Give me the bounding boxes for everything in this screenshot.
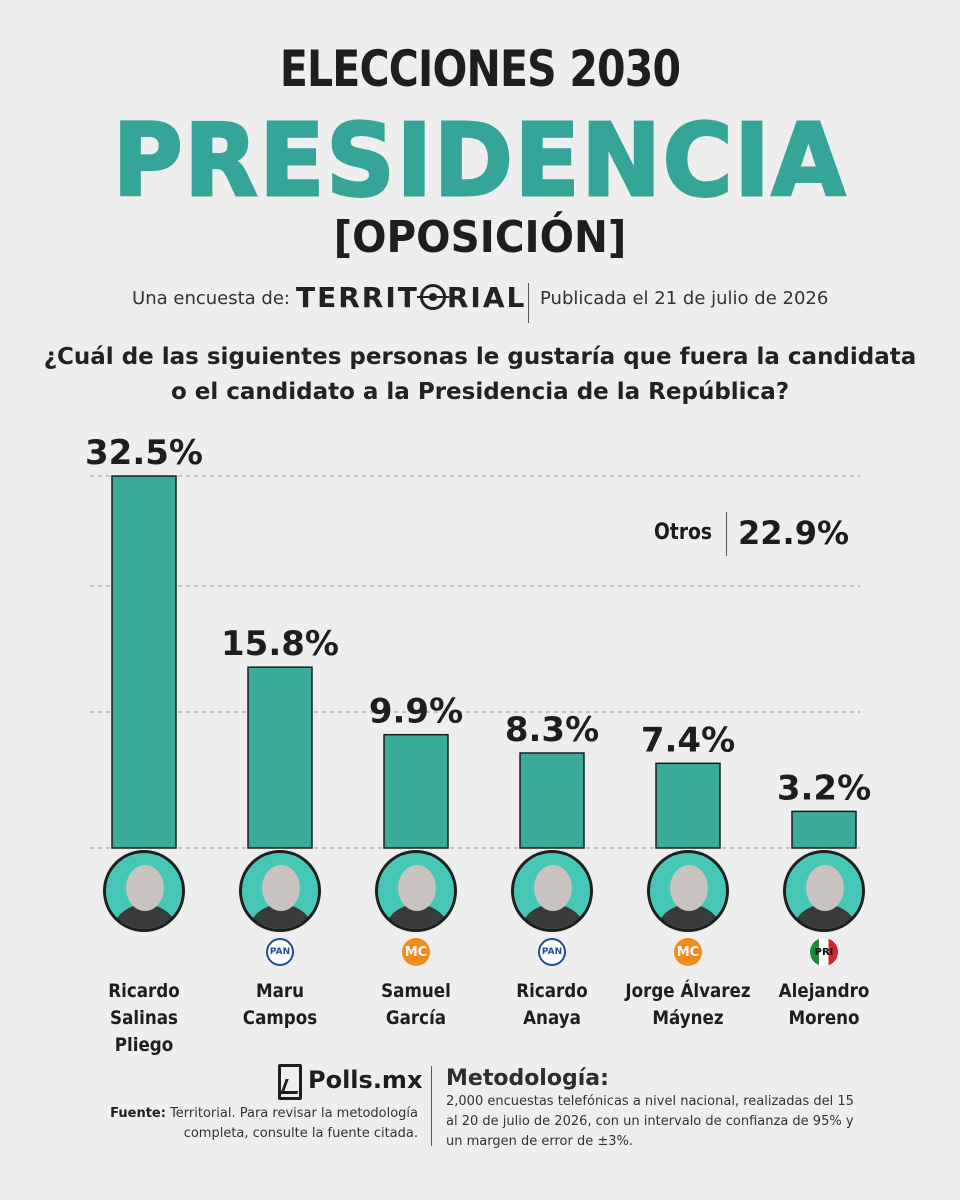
candidate-name-line-2: Anaya <box>523 1007 581 1029</box>
party-badge-pan: PAN <box>538 938 566 966</box>
bar <box>791 810 857 849</box>
source-note: Fuente: Territorial. Para revisar la met… <box>96 1104 418 1144</box>
source-label: Fuente: <box>110 1106 166 1121</box>
value-label: 3.2% <box>777 768 871 808</box>
methodology-title: Metodología: <box>446 1066 609 1091</box>
brand-left: TERRIT <box>296 281 419 314</box>
candidate-avatar <box>783 850 865 932</box>
footer-divider <box>431 1066 432 1146</box>
others-label: Otros <box>654 520 713 545</box>
person-head-icon <box>534 865 572 911</box>
candidate-name-line-2: Moreno <box>788 1007 860 1029</box>
question-line-1: ¿Cuál de las siguientes personas le gust… <box>43 344 917 370</box>
source-text: Territorial. Para revisar la metodología… <box>170 1106 418 1141</box>
target-icon <box>416 284 449 310</box>
candidate-name: Alejandro Moreno <box>744 978 904 1032</box>
party-badge-mc: MC <box>674 938 702 966</box>
bar <box>247 666 313 849</box>
question-line-2: o el candidato a la Presidencia de la Re… <box>170 379 790 405</box>
value-labels: 32.5% 15.8% 9.9% 8.3% 7.4% 3.2% <box>85 433 871 808</box>
candidate-avatar <box>647 850 729 932</box>
candidate-name-line-2: Máynez <box>652 1007 724 1029</box>
byline: Una encuesta de: TERRIT RIAL Publicada el… <box>0 281 960 323</box>
candidate-name-line-1: Samuel <box>381 980 451 1002</box>
party-badge-pri: PRI <box>810 938 838 966</box>
gridlines <box>90 475 860 849</box>
bar <box>383 733 449 849</box>
candidate-avatar <box>103 850 185 932</box>
logo-text: Polls.mx <box>308 1066 423 1094</box>
bar <box>111 475 177 849</box>
candidate-name: Maru Campos <box>200 978 360 1032</box>
value-label: 32.5% <box>85 433 203 473</box>
title-top: ELECCIONES 2030 <box>279 40 681 98</box>
candidate-name-line-2: Campos <box>242 1007 318 1029</box>
candidate-avatar <box>375 850 457 932</box>
candidate-name-line-1: Ricardo Salinas <box>108 980 180 1029</box>
party-badge-mc: MC <box>402 938 430 966</box>
page-subtitle: [OPOSICIÓN] <box>333 212 627 263</box>
person-head-icon <box>398 865 436 911</box>
bar <box>519 752 585 849</box>
others-value: 22.9% <box>738 514 850 552</box>
bar <box>655 762 721 849</box>
brand-logo: TERRIT RIAL <box>296 281 526 314</box>
candidate-name-line-1: Maru <box>255 980 305 1002</box>
person-head-icon <box>126 865 164 911</box>
candidate-name-line-1: Alejandro <box>778 980 870 1002</box>
polls-logo: Polls.mx <box>278 1064 428 1108</box>
candidate-name-line-1: Ricardo <box>516 980 588 1002</box>
chart-logo-icon <box>278 1064 302 1100</box>
value-label: 15.8% <box>221 624 339 664</box>
survey-question: ¿Cuál de las siguientes personas le gust… <box>0 340 960 410</box>
candidate-name: Jorge Álvarez Máynez <box>608 978 768 1032</box>
candidate-avatar <box>239 850 321 932</box>
others-divider <box>726 512 727 556</box>
candidate-name-line-2: Pliego <box>114 1034 174 1056</box>
candidate-name: Ricardo Anaya <box>472 978 632 1032</box>
value-label: 9.9% <box>369 692 463 732</box>
methodology-text: 2,000 encuestas telefónicas a nivel naci… <box>446 1094 854 1149</box>
candidate-name-line-2: García <box>385 1007 447 1029</box>
bars <box>111 475 857 849</box>
candidate-name: Ricardo Salinas Pliego <box>64 978 224 1059</box>
value-label: 8.3% <box>505 710 599 750</box>
publication-date: Publicada el 21 de julio de 2026 <box>540 288 829 309</box>
candidate-avatar <box>511 850 593 932</box>
byline-divider <box>528 283 529 323</box>
value-label: 7.4% <box>641 720 735 760</box>
person-head-icon <box>670 865 708 911</box>
byline-label: Una encuesta de: <box>132 288 290 309</box>
brand-right: RIAL <box>446 281 527 314</box>
candidate-name: Samuel García <box>336 978 496 1032</box>
person-head-icon <box>262 865 300 911</box>
candidate-name-line-1: Jorge Álvarez <box>625 980 751 1002</box>
page-title: PRESIDENCIA <box>111 101 848 221</box>
party-badge-pan: PAN <box>266 938 294 966</box>
person-head-icon <box>806 865 844 911</box>
